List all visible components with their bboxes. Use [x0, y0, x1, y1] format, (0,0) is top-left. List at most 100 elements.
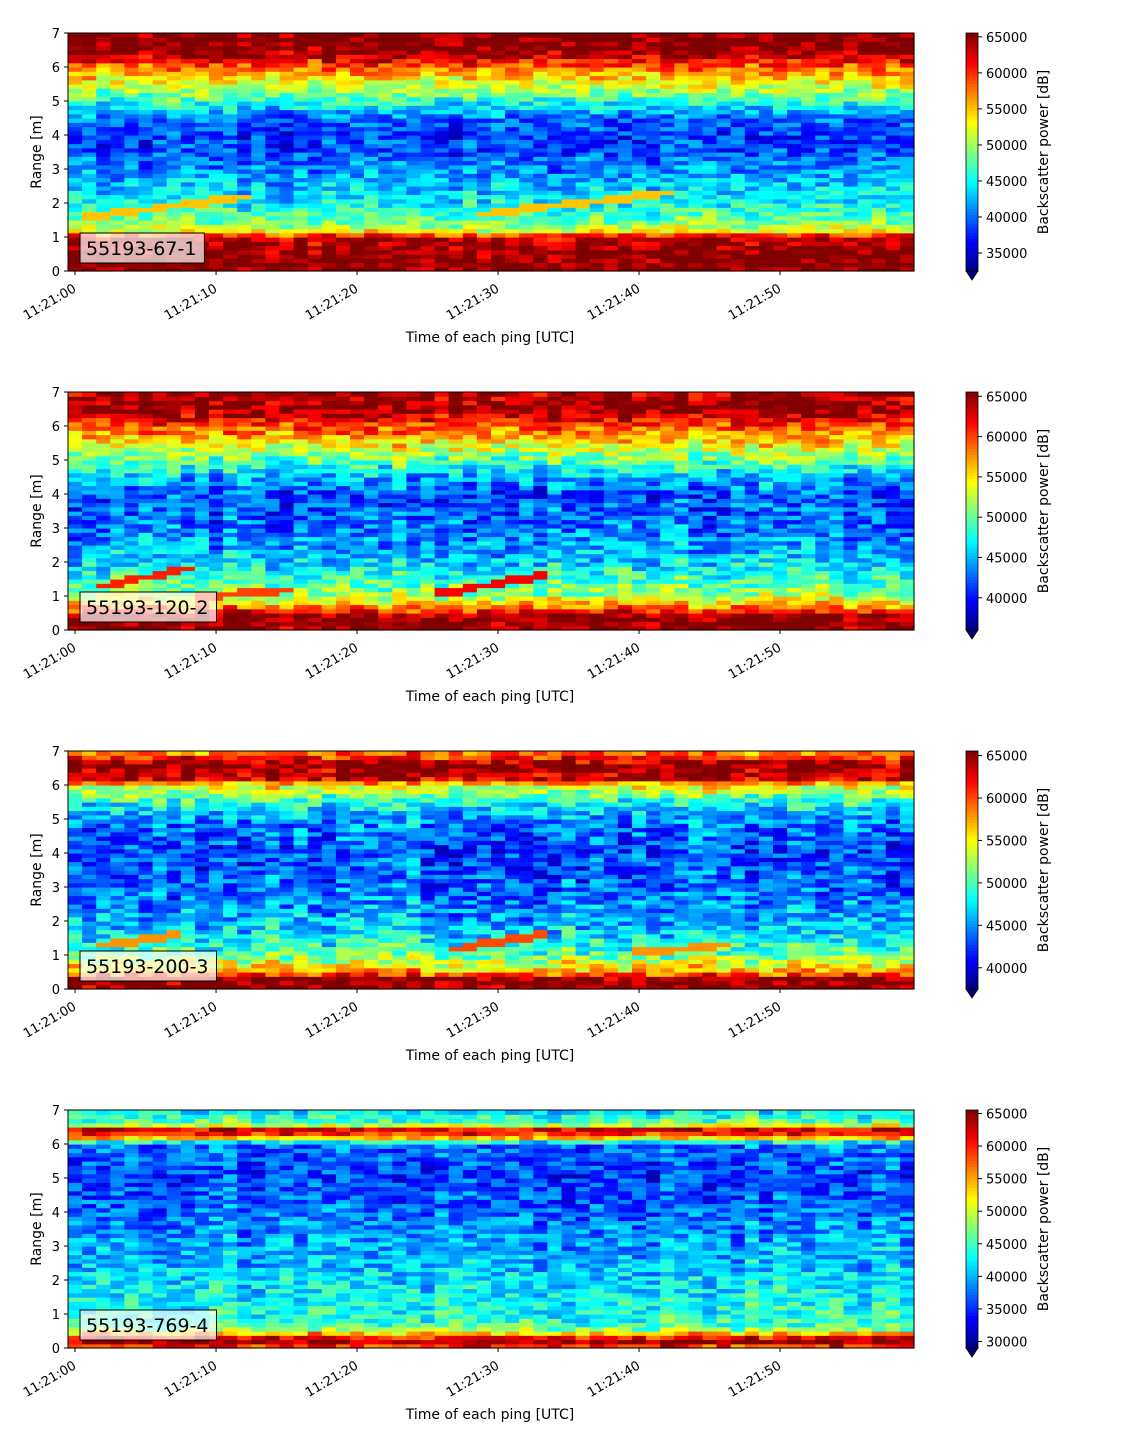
heatmap-cell [871, 169, 887, 174]
heatmap-cell [124, 392, 140, 397]
heatmap-cell [392, 135, 407, 140]
heatmap-cell [491, 147, 506, 153]
heatmap-cell [335, 224, 351, 230]
heatmap-cell [166, 511, 182, 516]
heatmap-cell [96, 583, 111, 589]
heatmap-cell [787, 135, 802, 140]
heatmap-cell [561, 113, 577, 119]
heatmap-cell [716, 215, 732, 221]
heatmap-cell [251, 79, 266, 85]
heatmap-cell [166, 447, 182, 453]
heatmap-cell [406, 139, 422, 145]
heatmap-cell [110, 468, 125, 474]
heatmap-cell [335, 489, 351, 495]
heatmap-cell [335, 237, 351, 242]
heatmap-cell [660, 58, 675, 64]
heatmap-cell [350, 232, 365, 238]
heatmap-cell [237, 92, 252, 98]
heatmap-cell [166, 88, 182, 94]
heatmap-cell [209, 566, 224, 572]
heatmap-cell [392, 409, 407, 414]
heatmap-cell [110, 413, 125, 419]
heatmap-cell [96, 181, 111, 187]
heatmap-cell [462, 84, 478, 89]
heatmap-cell [68, 400, 83, 406]
heatmap-cell [843, 75, 859, 81]
heatmap-cell [829, 109, 845, 115]
heatmap-cell [209, 430, 224, 436]
heatmap-cell [406, 421, 422, 427]
heatmap-cell [180, 211, 196, 217]
heatmap-cell [237, 515, 252, 521]
heatmap-cell [420, 75, 436, 81]
heatmap-cell [350, 455, 365, 461]
heatmap-cell [237, 203, 252, 208]
heatmap-cell [899, 156, 915, 162]
heatmap-cell [448, 177, 464, 183]
heatmap-cell [434, 617, 450, 623]
heatmap-cell [744, 37, 760, 43]
heatmap-cell [505, 215, 520, 221]
heatmap-cell [209, 498, 224, 504]
heatmap-cell [730, 164, 746, 170]
heatmap-cell [335, 254, 351, 259]
heatmap-cell [589, 84, 605, 89]
heatmap-cell [589, 37, 605, 43]
heatmap-cell [406, 62, 422, 68]
heatmap-cell [420, 464, 436, 470]
heatmap-cell [321, 545, 337, 550]
heatmap-cell [293, 258, 309, 264]
heatmap-cell [364, 608, 379, 614]
heatmap-cell [251, 101, 266, 106]
heatmap-cell [82, 426, 97, 431]
heatmap-cell [180, 417, 196, 423]
heatmap-cell [392, 237, 407, 242]
heatmap-cell [96, 207, 111, 213]
heatmap-cell [251, 413, 266, 419]
heatmap-cell [110, 562, 125, 567]
heatmap-cell [434, 570, 450, 576]
heatmap-cell [420, 519, 436, 525]
heatmap-cell [152, 177, 168, 183]
heatmap-cell [180, 186, 196, 191]
heatmap-cell [68, 113, 83, 119]
heatmap-cell [350, 109, 365, 115]
heatmap-cell [293, 105, 309, 111]
heatmap-cell [166, 190, 182, 196]
heatmap-cell [505, 84, 520, 89]
heatmap-cell [152, 224, 168, 230]
heatmap-cell [68, 258, 83, 264]
heatmap-cell [307, 545, 323, 550]
heatmap-cell [251, 443, 266, 448]
heatmap-cell [378, 540, 393, 546]
heatmap-cell [110, 502, 125, 508]
heatmap-cell [547, 41, 563, 47]
heatmap-cell [575, 135, 591, 140]
heatmap-cell [307, 152, 323, 157]
heatmap-cell [237, 485, 252, 491]
heatmap-cell [209, 443, 224, 448]
heatmap-cell [279, 400, 295, 406]
heatmap-cell [82, 511, 97, 516]
heatmap-cell [237, 570, 252, 576]
heatmap-cell [124, 190, 140, 196]
heatmap-cell [335, 190, 351, 196]
heatmap-cell [138, 228, 154, 234]
heatmap-cell [730, 245, 746, 251]
heatmap-cell [124, 88, 140, 94]
heatmap-cell [462, 194, 478, 200]
heatmap-cell [885, 249, 901, 255]
heatmap-cell [505, 109, 520, 115]
heatmap-cell [406, 135, 422, 140]
heatmap-cell [589, 143, 605, 149]
heatmap-cell [505, 241, 520, 247]
heatmap-cell [68, 54, 83, 60]
heatmap-cell [589, 54, 605, 60]
colorbar-segment [966, 232, 978, 236]
heatmap-cell [674, 71, 689, 77]
heatmap-cell [96, 451, 111, 457]
heatmap-cell [758, 241, 774, 247]
heatmap-cell [166, 156, 182, 162]
heatmap-cell [321, 147, 337, 153]
heatmap-cell [251, 45, 266, 51]
